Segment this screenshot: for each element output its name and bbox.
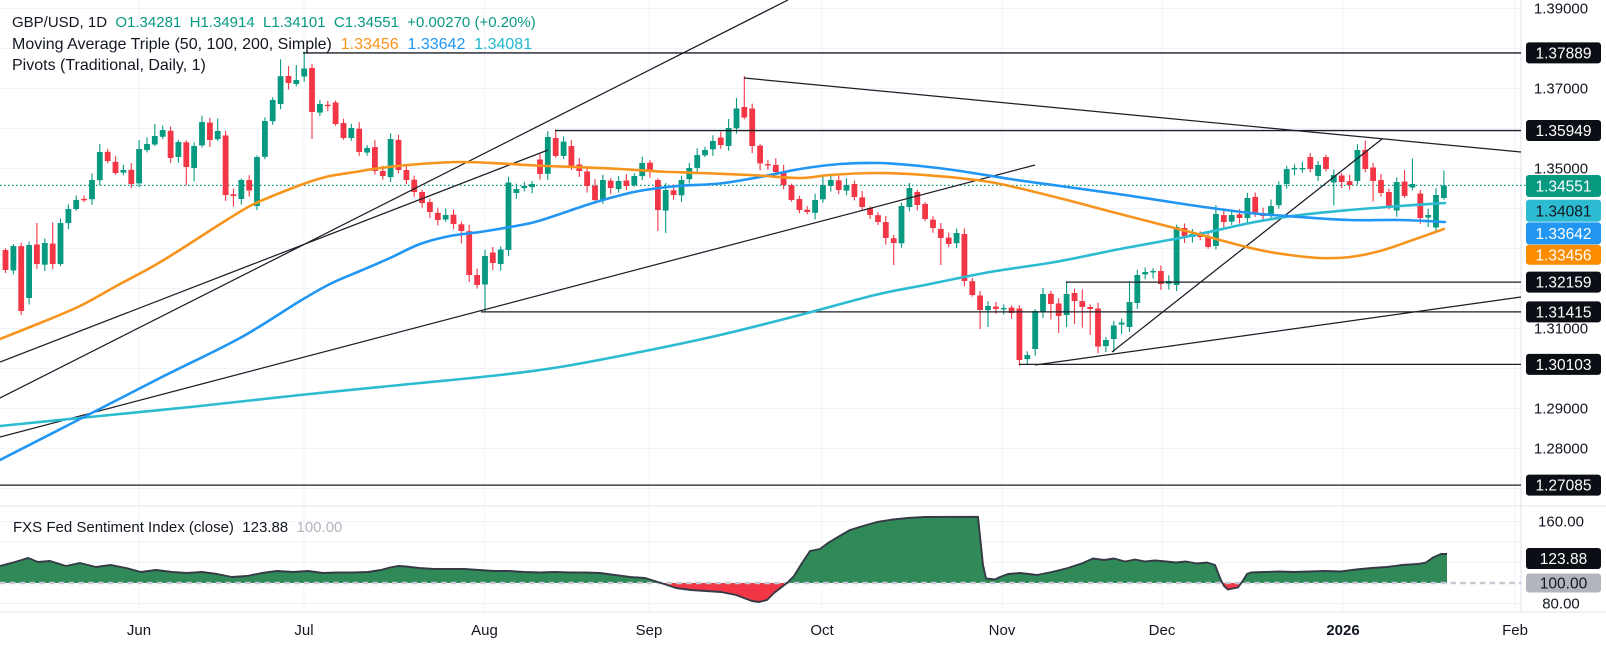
svg-text:FXS Fed Sentiment Index (close: FXS Fed Sentiment Index (close) 123.88 1… bbox=[13, 519, 342, 536]
svg-text:Jun: Jun bbox=[127, 622, 151, 639]
svg-text:GBP/USD, 1D O1.34281 H1.349: GBP/USD, 1D O1.34281 H1.34914 L1.34101 C… bbox=[12, 14, 536, 31]
svg-text:160.00: 160.00 bbox=[1538, 514, 1584, 531]
svg-text:Moving Average Triple (50, 100: Moving Average Triple (50, 100, 200, Sim… bbox=[12, 36, 532, 53]
svg-text:1.37000: 1.37000 bbox=[1534, 81, 1588, 98]
svg-text:Sep: Sep bbox=[636, 622, 663, 639]
svg-text:2026: 2026 bbox=[1326, 622, 1359, 639]
svg-text:1.29000: 1.29000 bbox=[1534, 401, 1588, 418]
svg-text:1.33456: 1.33456 bbox=[1535, 247, 1591, 264]
svg-text:1.35949: 1.35949 bbox=[1535, 123, 1591, 140]
svg-text:100.00: 100.00 bbox=[1540, 576, 1588, 593]
svg-text:1.31000: 1.31000 bbox=[1534, 321, 1588, 338]
svg-text:Feb: Feb bbox=[1502, 622, 1528, 639]
svg-text:1.32159: 1.32159 bbox=[1535, 275, 1591, 292]
svg-text:Oct: Oct bbox=[810, 622, 834, 639]
svg-text:1.31415: 1.31415 bbox=[1535, 304, 1591, 321]
svg-text:Dec: Dec bbox=[1149, 622, 1176, 639]
svg-text:Jul: Jul bbox=[294, 622, 313, 639]
svg-text:Nov: Nov bbox=[989, 622, 1016, 639]
svg-text:80.00: 80.00 bbox=[1542, 596, 1580, 613]
svg-text:1.35000: 1.35000 bbox=[1534, 161, 1588, 178]
svg-text:123.88: 123.88 bbox=[1540, 551, 1587, 568]
svg-text:1.30103: 1.30103 bbox=[1535, 357, 1591, 374]
svg-text:Aug: Aug bbox=[471, 622, 498, 639]
svg-text:1.39000: 1.39000 bbox=[1534, 1, 1588, 18]
svg-text:1.34081: 1.34081 bbox=[1535, 203, 1591, 220]
svg-text:Pivots (Traditional, Daily, 1): Pivots (Traditional, Daily, 1) bbox=[12, 57, 206, 74]
svg-text:1.28000: 1.28000 bbox=[1534, 441, 1588, 458]
svg-text:1.33642: 1.33642 bbox=[1535, 226, 1591, 243]
svg-text:1.27085: 1.27085 bbox=[1535, 478, 1591, 495]
svg-text:1.34551: 1.34551 bbox=[1535, 179, 1591, 196]
svg-text:1.37889: 1.37889 bbox=[1535, 45, 1591, 62]
